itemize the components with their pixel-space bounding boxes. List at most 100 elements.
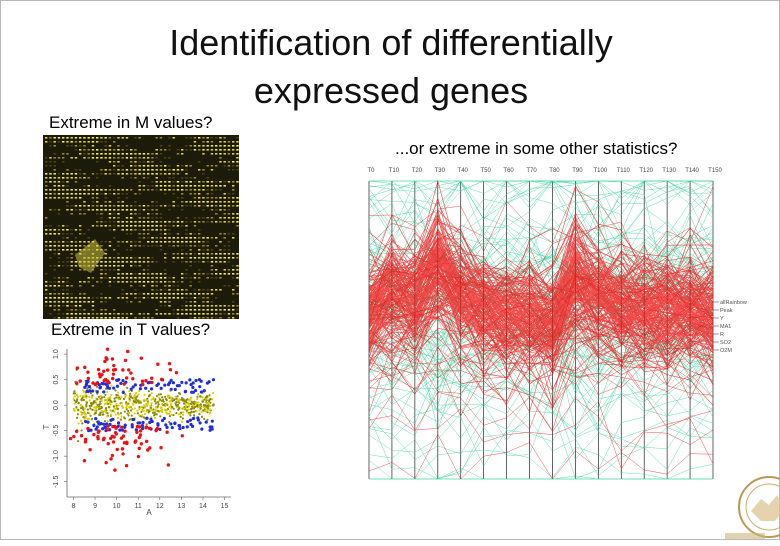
ma-point (75, 416, 79, 420)
ma-point (139, 356, 144, 360)
ma-point (105, 368, 110, 372)
ma-point (95, 381, 99, 386)
ma-x-tick-label: 13 (177, 503, 185, 510)
pc-legend-label: R (720, 332, 724, 338)
ma-point (196, 397, 199, 400)
seal-icon (725, 476, 780, 539)
ma-point (181, 413, 185, 416)
ma-point (72, 434, 76, 439)
pc-series-line (368, 275, 714, 362)
ma-point (156, 362, 160, 366)
ma-point (191, 407, 194, 410)
slide-title: Identification of differentially express… (41, 19, 741, 115)
ma-point (157, 403, 160, 406)
ma-y-tick-label: -1.0 (53, 450, 60, 462)
pc-series-line (368, 245, 714, 302)
ma-point (83, 437, 88, 442)
ma-point (153, 399, 157, 403)
pc-series-line (368, 356, 714, 423)
ma-point (106, 420, 110, 423)
ma-point (150, 392, 153, 395)
ma-point (133, 383, 137, 387)
ma-point (95, 390, 99, 394)
pc-axis-label: T10 (389, 168, 400, 174)
ma-point (120, 428, 125, 432)
ma-point (134, 428, 138, 432)
ma-point (172, 413, 175, 417)
pc-series-line (368, 332, 714, 407)
ma-point (114, 400, 117, 403)
ma-point (142, 406, 145, 409)
ma-point (170, 413, 173, 416)
pc-axis-label: T60 (503, 168, 514, 174)
ma-point (136, 412, 139, 415)
ma-point (105, 398, 109, 402)
ma-point (106, 415, 109, 418)
ma-point (106, 424, 110, 428)
ma-point (140, 424, 145, 428)
pc-axis-label: T140 (685, 168, 699, 174)
ma-point (184, 381, 188, 385)
ma-point (102, 369, 106, 373)
pc-series-line (368, 395, 714, 460)
ma-point (181, 417, 185, 420)
ma-point (206, 408, 209, 412)
ma-point (142, 416, 145, 419)
ma-point (82, 459, 87, 463)
ma-point (158, 427, 162, 431)
ma-point (86, 417, 89, 420)
ma-point (80, 429, 83, 432)
ma-point (144, 439, 149, 444)
microarray-image (43, 135, 239, 319)
ma-point (161, 396, 164, 399)
ma-point (120, 447, 125, 451)
ma-point (138, 401, 141, 404)
ma-point (104, 411, 107, 414)
ma-point (124, 394, 127, 397)
ma-point (131, 385, 135, 389)
ma-point (168, 381, 172, 385)
ma-point (167, 361, 172, 366)
ma-point (130, 423, 134, 427)
ma-point (165, 402, 168, 405)
ma-point (191, 381, 195, 385)
pc-legend-label: SO2 (720, 340, 731, 346)
pc-series-line (368, 308, 714, 368)
ma-point (106, 428, 110, 432)
ma-point (114, 413, 117, 416)
ma-point (168, 368, 173, 372)
pc-series-line (368, 336, 714, 432)
ma-point (180, 434, 185, 438)
ma-point (82, 416, 85, 419)
ma-point (162, 400, 165, 403)
ma-point (85, 405, 88, 408)
ma-point (204, 401, 207, 404)
ma-point (150, 380, 154, 385)
ma-point (169, 410, 172, 413)
ma-point (173, 387, 177, 392)
slide-title-line-1: Identification of differentially (169, 22, 613, 63)
ma-point (186, 398, 189, 401)
ma-point (180, 411, 183, 414)
pc-series-line (368, 289, 714, 375)
ma-point (128, 418, 132, 421)
pc-series-line (368, 241, 714, 325)
ma-point (156, 401, 160, 404)
ma-point (128, 390, 131, 393)
ma-y-tick-label: 0.5 (53, 375, 60, 385)
ma-point (147, 401, 150, 404)
ma-point (152, 396, 155, 399)
ma-point (108, 402, 111, 405)
ma-point (159, 409, 162, 413)
ma-point (87, 384, 91, 389)
ma-point (199, 390, 204, 394)
ma-point (90, 389, 95, 393)
ma-point (76, 395, 80, 398)
ma-point (159, 377, 164, 382)
ma-point (169, 378, 173, 382)
ma-point (176, 403, 179, 407)
ma-point (198, 413, 201, 416)
parallel-coordinates-plot: T0 T10 T20 T30 T40 T50 T60 T70 T80 T90 T100 T110 T12… (361, 161, 751, 481)
ma-point (150, 402, 153, 405)
pc-series-line (368, 371, 714, 417)
